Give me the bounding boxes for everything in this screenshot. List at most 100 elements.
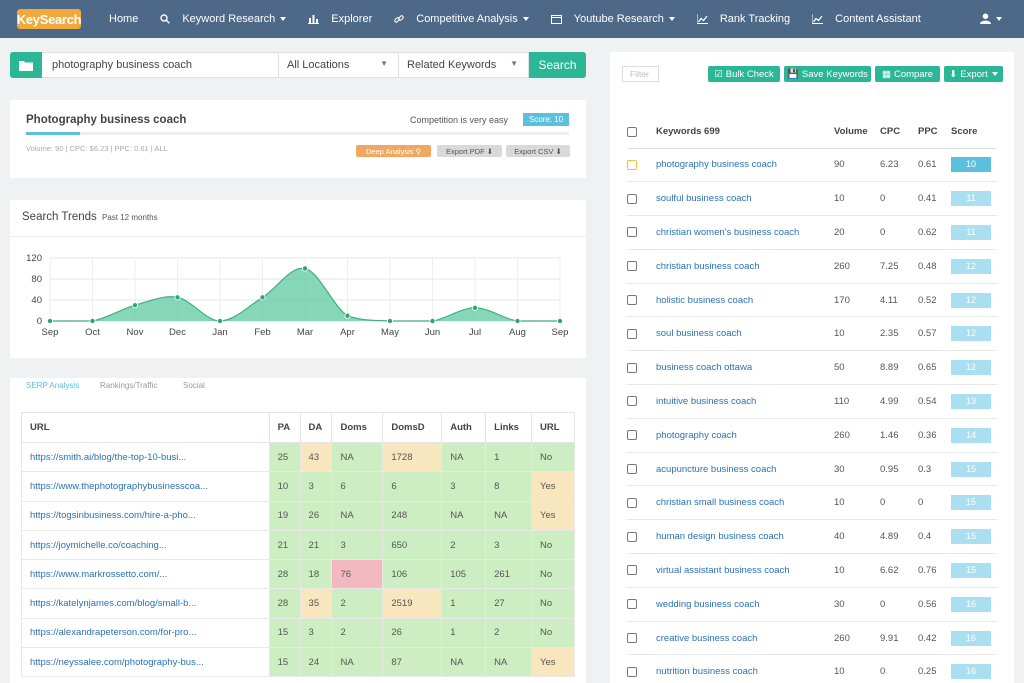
serp-url-link[interactable]: https://joymichelle.co/coaching... [21, 529, 270, 561]
bulk-check-button[interactable]: ☑ Bulk Check [708, 66, 780, 82]
doms-cell: NA [331, 647, 384, 678]
nav-item-rank-tracking[interactable]: Rank Tracking [696, 13, 790, 25]
keyword-link[interactable]: holistic business coach [656, 283, 834, 318]
folder-button[interactable] [10, 52, 42, 78]
serp-url-link[interactable]: https://neyssalee.com/photography-bus... [21, 647, 270, 678]
nav-item-explorer[interactable]: Explorer [308, 13, 372, 25]
keyword-row: christian small business coach 10 0 0 15 [627, 485, 997, 521]
nav-item-content-assistant[interactable]: Content Assistant [812, 13, 921, 25]
serp-url-link[interactable]: https://katelynjames.com/blog/small-b... [21, 588, 270, 619]
keyword-checkbox[interactable] [627, 531, 637, 542]
keyword-checkbox[interactable] [627, 362, 637, 373]
export-pdf-button[interactable]: Export PDF ⬇ [437, 145, 502, 157]
col-pa[interactable]: PA [268, 412, 301, 443]
col-score[interactable]: Score [951, 116, 997, 149]
keyword-link[interactable]: business coach ottawa [656, 350, 834, 386]
col-ppc[interactable]: PPC [918, 116, 951, 149]
keyword-link[interactable]: soul business coach [656, 316, 834, 352]
checkbox-cell [627, 452, 656, 487]
brand-logo[interactable]: KeySearch [17, 9, 82, 29]
export-button[interactable]: ⬇ Export [944, 66, 1003, 82]
keyword-link[interactable]: virtual assistant business coach [656, 553, 834, 588]
nav-item-youtube-research[interactable]: Youtube Research [550, 13, 675, 25]
y-tick-label: 40 [31, 295, 42, 306]
keyword-link[interactable]: photography coach [656, 418, 834, 453]
serp-url-link[interactable]: https://www.thephotographybusinesscoa... [21, 471, 270, 502]
serp-url-link[interactable]: https://smith.ai/blog/the-top-10-busi... [21, 441, 270, 473]
search-button[interactable]: Search [529, 52, 586, 78]
keyword-link[interactable]: christian small business coach [656, 485, 834, 521]
compare-button[interactable]: ▦ Compare [875, 66, 940, 82]
nav-item-home[interactable]: Home [109, 13, 138, 25]
select-all-checkbox[interactable] [627, 126, 637, 137]
keyword-link[interactable]: creative business coach [656, 621, 834, 656]
keyword-checkbox[interactable] [627, 666, 637, 677]
volume-cell: 260 [834, 418, 880, 453]
col-auth[interactable]: Auth [441, 412, 487, 443]
keyword-link[interactable]: soulful business coach [656, 181, 834, 217]
keyword-link[interactable]: intuitive business coach [656, 384, 834, 419]
keyword-checkbox[interactable] [627, 159, 637, 170]
col-doms[interactable]: Doms [331, 412, 384, 443]
serp-url-link[interactable]: https://www.markrossetto.com/... [21, 559, 270, 590]
keyword-checkbox[interactable] [627, 599, 637, 610]
col-url-keyword[interactable]: URL [531, 412, 575, 443]
location-select[interactable]: All Locations ▼ [279, 52, 399, 78]
serp-url-link[interactable]: https://togsinbusiness.com/hire-a-pho... [21, 500, 270, 531]
doms-cell: NA [331, 500, 384, 531]
col-cpc[interactable]: CPC [880, 116, 918, 149]
volume-cell: 30 [834, 452, 880, 487]
difficulty-progress-fill [26, 132, 81, 135]
keyword-checkbox[interactable] [627, 295, 637, 306]
nav-item-competitive-analysis[interactable]: Competitive Analysis [394, 13, 529, 25]
tab-social[interactable]: Social [183, 381, 205, 390]
col-da[interactable]: DA [299, 412, 333, 443]
chevron-down-icon [991, 72, 998, 76]
tab-rankings-traffic[interactable]: Rankings/Traffic [100, 381, 158, 390]
col-domsd[interactable]: DomsD [382, 412, 443, 443]
col-links[interactable]: Links [485, 412, 533, 443]
nav-item-keyword-research[interactable]: Keyword Research [160, 13, 287, 25]
score-cell: 14 [951, 418, 997, 453]
keyword-checkbox[interactable] [627, 430, 637, 441]
col-volume[interactable]: Volume [834, 116, 880, 149]
keyword-checkbox[interactable] [627, 193, 637, 204]
keyword-link[interactable]: nutrition business coach [656, 654, 834, 683]
score-cell: 12 [951, 350, 997, 386]
keyword-row: acupuncture business coach 30 0.95 0.3 15 [627, 452, 997, 487]
search-icon: ⚲ [415, 146, 422, 156]
keyword-link[interactable]: wedding business coach [656, 587, 834, 622]
keyword-link[interactable]: christian women's business coach [656, 215, 834, 250]
chevron-down-icon [668, 17, 675, 21]
keyword-checkbox[interactable] [627, 565, 637, 576]
keyword-search-input[interactable] [42, 52, 279, 78]
keyword-link[interactable]: human design business coach [656, 519, 834, 555]
keyword-checkbox[interactable] [627, 633, 637, 644]
keyword-checkbox[interactable] [627, 227, 637, 238]
data-point [471, 304, 478, 311]
keyword-checkbox[interactable] [627, 396, 637, 407]
dropdown-arrow-icon: ▼ [380, 59, 388, 68]
mode-select[interactable]: Related Keywords ▼ [399, 52, 529, 78]
pa-cell: 19 [268, 500, 301, 531]
keyword-filter-input[interactable]: Filter [622, 66, 659, 82]
keyword-link[interactable]: photography business coach [656, 148, 834, 183]
auth-cell: 1 [441, 617, 487, 649]
cpc-cell: 0 [880, 654, 918, 683]
keyword-link[interactable]: acupuncture business coach [656, 452, 834, 487]
export-csv-button[interactable]: Export CSV ⬇ [506, 145, 570, 157]
keyword-checkbox[interactable] [627, 464, 637, 475]
user-menu[interactable] [980, 13, 1002, 24]
save-keywords-button[interactable]: 💾 Save Keywords [784, 66, 871, 82]
keyword-link[interactable]: christian business coach [656, 249, 834, 284]
keyword-checkbox[interactable] [627, 328, 637, 339]
col-url[interactable]: URL [21, 412, 270, 443]
ppc-cell: 0.25 [918, 654, 951, 683]
deep-analysis-button[interactable]: Deep Analysis ⚲ [356, 145, 431, 157]
keyword-checkbox[interactable] [627, 497, 637, 508]
serp-url-link[interactable]: https://alexandrapeterson.com/for-pro... [21, 617, 270, 649]
tab-serp-analysis[interactable]: SERP Analysis [26, 381, 80, 390]
col-keywords[interactable]: Keywords 699 [656, 116, 834, 149]
trends-subtitle: Past 12 months [102, 213, 158, 222]
keyword-checkbox[interactable] [627, 261, 637, 272]
